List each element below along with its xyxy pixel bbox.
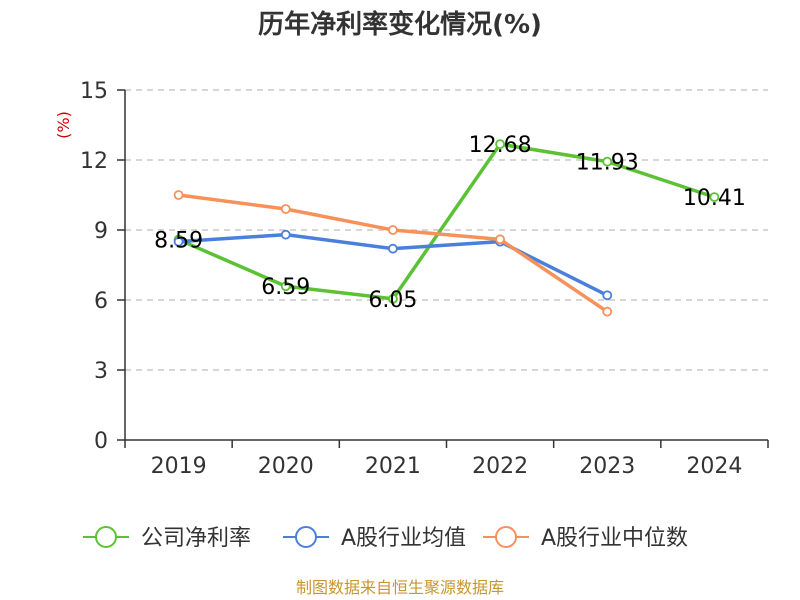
data-point	[173, 190, 184, 200]
legend-marker	[295, 526, 317, 548]
legend-label: 公司净利率	[141, 526, 251, 551]
data-label: 12.68	[469, 133, 532, 158]
data-labels: 8.59 6.59 6.05 12.68 11.93 10.41	[154, 133, 746, 313]
x-tick-label: 2023	[579, 454, 635, 479]
legend-marker	[95, 526, 117, 548]
data-point	[388, 225, 398, 235]
data-label: 6.05	[368, 288, 417, 313]
legend-label: A股行业中位数	[541, 526, 688, 551]
y-axis-label: (%)	[54, 111, 73, 139]
y-tick-label: 15	[80, 79, 108, 104]
source-note: 制图数据来自恒生聚源数据库	[296, 578, 504, 597]
data-label: 11.93	[576, 151, 639, 176]
data-point	[280, 204, 291, 214]
y-tick-label: 6	[94, 289, 108, 314]
data-label: 6.59	[261, 275, 310, 300]
data-label: 8.59	[154, 229, 203, 254]
y-tick-label: 9	[94, 219, 108, 244]
data-point	[388, 243, 398, 254]
x-tick-label: 2024	[686, 454, 742, 479]
data-point	[173, 236, 184, 247]
series-lines	[173, 139, 720, 317]
data-point	[602, 306, 613, 317]
legend: 公司净利率 A股行业均值 A股行业中位数	[83, 526, 688, 551]
axes: 0 3 6 9 12 15 2019 2020 2021 2022 2023 2024	[80, 79, 769, 479]
data-point	[602, 290, 613, 301]
data-point	[495, 234, 505, 245]
x-tick-label: 2021	[365, 454, 421, 479]
x-tick-label: 2020	[258, 454, 314, 479]
legend-label: A股行业均值	[341, 526, 466, 551]
data-point	[388, 293, 398, 304]
x-tick-label: 2019	[151, 454, 207, 479]
y-tick-label: 3	[94, 359, 108, 384]
data-point	[709, 192, 720, 203]
data-label: 10.41	[683, 186, 746, 211]
y-tick-label: 12	[80, 149, 108, 174]
chart-title: 历年净利率变化情况(%)	[258, 9, 542, 40]
y-tick-label: 0	[94, 429, 108, 454]
grid-lines	[125, 89, 768, 371]
data-point	[495, 139, 505, 150]
data-point	[280, 229, 291, 240]
x-tick-label: 2022	[472, 454, 528, 479]
series-line	[177, 142, 715, 301]
legend-marker	[495, 526, 517, 548]
data-point	[280, 281, 291, 292]
data-point	[602, 156, 613, 167]
